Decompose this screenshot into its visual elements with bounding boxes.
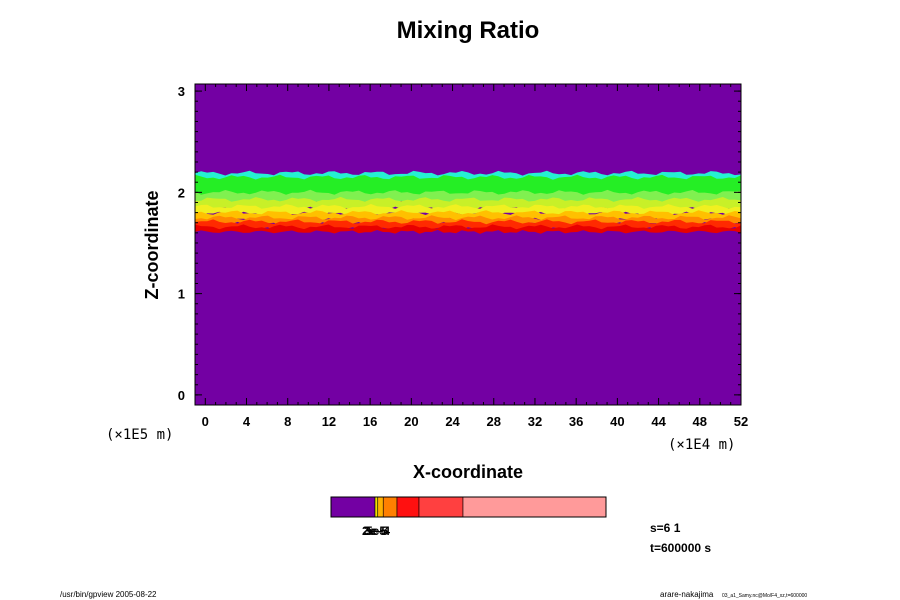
s-value-text: s=6 1 <box>650 521 681 535</box>
colorbar-label: 3e-5 <box>364 524 388 538</box>
x-tick-label: 0 <box>202 414 209 429</box>
footer-right: arare-nakajima <box>660 590 714 599</box>
colorbar-frame <box>330 496 607 518</box>
x-tick-label: 48 <box>693 414 707 429</box>
x-tick-label: 32 <box>528 414 542 429</box>
x-axis-unit: (×1E4 m) <box>668 437 735 453</box>
x-tick-label: 36 <box>569 414 583 429</box>
chart-title: Mixing Ratio <box>397 17 540 44</box>
y-tick-label: 1 <box>178 287 185 302</box>
colorbar-segment <box>462 496 607 518</box>
y-axis-unit: (×1E5 m) <box>106 427 173 443</box>
band-deep-red <box>195 224 741 234</box>
colorbar-segment <box>377 496 384 518</box>
colorbar-segment <box>382 496 398 518</box>
y-tick-label: 0 <box>178 388 185 403</box>
x-tick-label: 28 <box>487 414 501 429</box>
time-value-text: t=600000 s <box>650 541 711 555</box>
x-tick-label: 12 <box>322 414 336 429</box>
x-tick-label: 20 <box>404 414 418 429</box>
plot-frame <box>194 83 742 406</box>
x-tick-label: 40 <box>610 414 624 429</box>
x-tick-label: 44 <box>651 414 666 429</box>
colorbar: 2e-53e-55e-4 <box>330 496 607 538</box>
field-background <box>195 84 741 405</box>
y-axis-label: Z-coordinate <box>142 190 162 299</box>
x-tick-label: 8 <box>284 414 291 429</box>
y-tick-label: 2 <box>178 185 185 200</box>
x-tick-label: 24 <box>445 414 460 429</box>
colorbar-segment <box>330 496 376 518</box>
x-tick-label: 52 <box>734 414 748 429</box>
colorbar-segment <box>418 496 464 518</box>
y-tick-label: 3 <box>178 84 185 99</box>
colorbar-segment <box>396 496 420 518</box>
x-tick-label: 16 <box>363 414 377 429</box>
colorbar-label: 2e-5 <box>362 524 386 538</box>
colorbar-label: 5e-4 <box>366 524 390 538</box>
x-axis-label: X-coordinate <box>413 462 523 482</box>
footer-right-detail: 03_a1_Samy.nc@Mo/F4_xz,t=600000 <box>722 593 807 599</box>
footer-left: /usr/bin/gpview 2005-08-22 <box>60 590 157 599</box>
x-tick-label: 4 <box>243 414 251 429</box>
colorbar-segment <box>374 496 379 518</box>
